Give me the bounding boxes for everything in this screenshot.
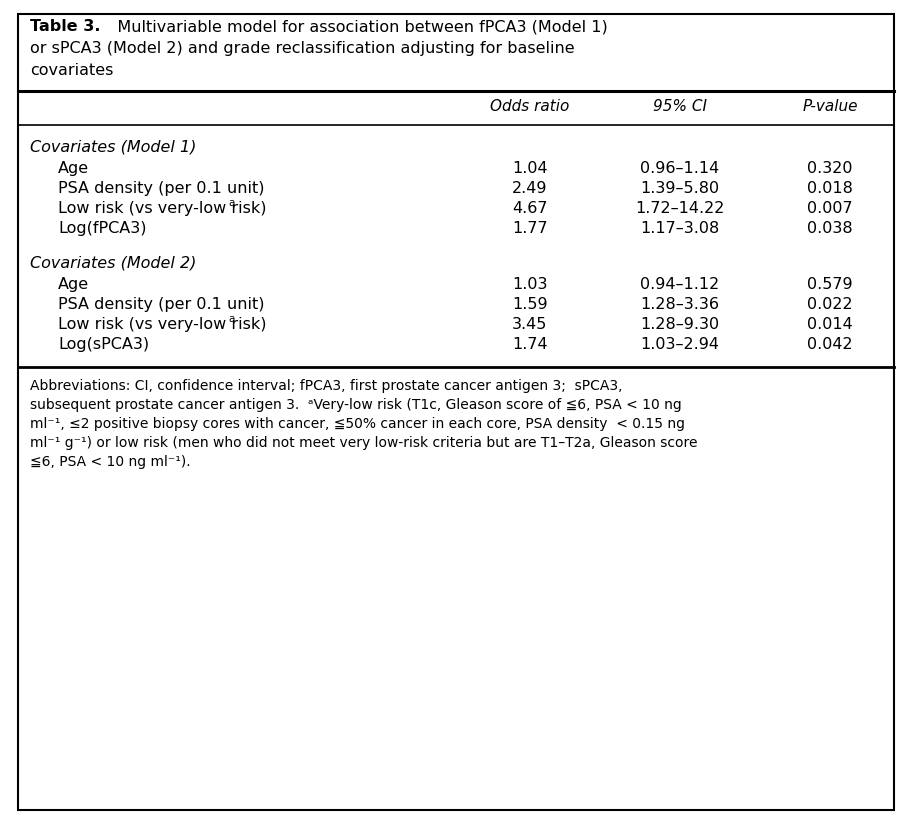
Text: 1.72–14.22: 1.72–14.22 (635, 201, 724, 216)
Text: 0.96–1.14: 0.96–1.14 (640, 161, 719, 176)
Text: 0.018: 0.018 (806, 181, 852, 196)
Text: Age: Age (58, 277, 89, 292)
Text: 1.17–3.08: 1.17–3.08 (640, 221, 719, 236)
Text: 1.77: 1.77 (512, 221, 548, 236)
Text: 0.94–1.12: 0.94–1.12 (640, 277, 719, 292)
Text: Multivariable model for association between fPCA3 (Model 1): Multivariable model for association betw… (102, 19, 607, 34)
Text: Log(fPCA3): Log(fPCA3) (58, 221, 147, 236)
Text: ≦6, PSA < 10 ng ml⁻¹).: ≦6, PSA < 10 ng ml⁻¹). (30, 455, 190, 469)
Text: Table 3.: Table 3. (30, 19, 100, 34)
Text: 1.39–5.80: 1.39–5.80 (640, 181, 719, 196)
Text: 1.03: 1.03 (512, 277, 548, 292)
Text: 2.49: 2.49 (512, 181, 548, 196)
Text: 0.579: 0.579 (806, 277, 852, 292)
Text: 1.28–9.30: 1.28–9.30 (640, 317, 719, 332)
Text: Covariates (Model 2): Covariates (Model 2) (30, 255, 196, 270)
Text: Covariates (Model 1): Covariates (Model 1) (30, 139, 196, 154)
Text: Abbreviations: CI, confidence interval; fPCA3, first prostate cancer antigen 3; : Abbreviations: CI, confidence interval; … (30, 379, 622, 393)
Text: PSA density (per 0.1 unit): PSA density (per 0.1 unit) (58, 297, 264, 312)
Text: Low risk (vs very-low risk): Low risk (vs very-low risk) (58, 201, 266, 216)
Text: Low risk (vs very-low risk): Low risk (vs very-low risk) (58, 317, 266, 332)
Text: covariates: covariates (30, 63, 113, 78)
Text: ml⁻¹, ≤2 positive biopsy cores with cancer, ≦50% cancer in each core, PSA densit: ml⁻¹, ≤2 positive biopsy cores with canc… (30, 417, 684, 431)
Text: 0.014: 0.014 (806, 317, 852, 332)
Text: 1.04: 1.04 (512, 161, 548, 176)
Text: 1.74: 1.74 (512, 337, 548, 352)
Text: Age: Age (58, 161, 89, 176)
Text: 0.042: 0.042 (806, 337, 852, 352)
Text: 1.03–2.94: 1.03–2.94 (640, 337, 719, 352)
Text: subsequent prostate cancer antigen 3.  ᵃVery-low risk (T1c, Gleason score of ≦6,: subsequent prostate cancer antigen 3. ᵃV… (30, 398, 681, 412)
Text: or sPCA3 (Model 2) and grade reclassification adjusting for baseline: or sPCA3 (Model 2) and grade reclassific… (30, 41, 574, 56)
Text: 4.67: 4.67 (512, 201, 548, 216)
Text: 1.28–3.36: 1.28–3.36 (640, 297, 719, 312)
Text: 0.038: 0.038 (806, 221, 852, 236)
Text: 3.45: 3.45 (512, 317, 548, 332)
Text: Odds ratio: Odds ratio (490, 99, 569, 114)
Text: ml⁻¹ g⁻¹) or low risk (men who did not meet very low-risk criteria but are T1–T2: ml⁻¹ g⁻¹) or low risk (men who did not m… (30, 436, 697, 450)
Text: 95% CI: 95% CI (652, 99, 706, 114)
Text: PSA density (per 0.1 unit): PSA density (per 0.1 unit) (58, 181, 264, 196)
Text: a: a (228, 198, 234, 208)
Text: 0.022: 0.022 (806, 297, 852, 312)
Text: P-value: P-value (802, 99, 857, 114)
Text: Log(sPCA3): Log(sPCA3) (58, 337, 149, 352)
Text: a: a (228, 314, 234, 324)
Text: 0.320: 0.320 (806, 161, 852, 176)
Text: 0.007: 0.007 (806, 201, 852, 216)
Text: 1.59: 1.59 (512, 297, 548, 312)
